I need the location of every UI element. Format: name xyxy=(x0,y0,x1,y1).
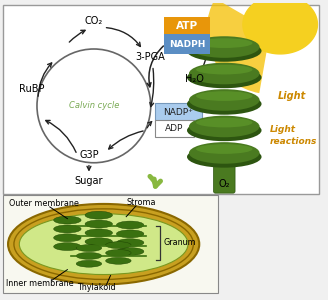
Ellipse shape xyxy=(187,93,261,115)
Ellipse shape xyxy=(106,257,131,264)
FancyBboxPatch shape xyxy=(3,195,218,293)
Ellipse shape xyxy=(76,260,102,267)
Text: Stroma: Stroma xyxy=(126,199,156,208)
Ellipse shape xyxy=(187,40,261,62)
Ellipse shape xyxy=(106,242,131,249)
Ellipse shape xyxy=(187,146,261,168)
Ellipse shape xyxy=(19,214,188,274)
FancyBboxPatch shape xyxy=(214,158,235,193)
Text: Outer membrane: Outer membrane xyxy=(9,200,78,208)
Ellipse shape xyxy=(54,225,81,233)
Ellipse shape xyxy=(76,253,102,259)
Ellipse shape xyxy=(189,89,259,111)
FancyBboxPatch shape xyxy=(3,5,319,194)
Text: 3-PGA: 3-PGA xyxy=(135,52,165,62)
Ellipse shape xyxy=(189,116,259,137)
FancyBboxPatch shape xyxy=(164,16,210,36)
Ellipse shape xyxy=(8,204,199,284)
FancyBboxPatch shape xyxy=(154,103,202,122)
Text: CO₂: CO₂ xyxy=(85,16,103,26)
Ellipse shape xyxy=(76,244,102,251)
FancyBboxPatch shape xyxy=(154,120,194,137)
Ellipse shape xyxy=(189,63,259,84)
FancyArrowPatch shape xyxy=(150,176,161,186)
Text: G3P: G3P xyxy=(79,150,99,160)
Ellipse shape xyxy=(189,36,259,58)
Ellipse shape xyxy=(196,91,253,101)
Ellipse shape xyxy=(196,118,253,128)
Text: NADPH: NADPH xyxy=(169,40,205,49)
Ellipse shape xyxy=(187,67,261,88)
Text: Granum: Granum xyxy=(163,238,196,247)
Text: Light
reactions: Light reactions xyxy=(269,125,317,146)
Text: H₂O: H₂O xyxy=(185,74,204,84)
Ellipse shape xyxy=(116,230,144,238)
Ellipse shape xyxy=(14,209,194,279)
Ellipse shape xyxy=(116,239,144,247)
Text: ADP: ADP xyxy=(165,124,183,133)
Text: Inner membrane: Inner membrane xyxy=(6,279,73,288)
Ellipse shape xyxy=(116,248,144,255)
Ellipse shape xyxy=(187,120,261,141)
Text: RuBP: RuBP xyxy=(19,84,45,94)
FancyBboxPatch shape xyxy=(164,34,210,54)
Text: Sugar: Sugar xyxy=(75,176,103,186)
Ellipse shape xyxy=(196,38,253,48)
Ellipse shape xyxy=(196,144,253,154)
Ellipse shape xyxy=(196,65,253,74)
Text: Light: Light xyxy=(278,91,306,101)
Ellipse shape xyxy=(54,216,81,224)
Ellipse shape xyxy=(106,250,131,256)
Wedge shape xyxy=(207,0,270,93)
Ellipse shape xyxy=(54,243,81,250)
Text: ATP: ATP xyxy=(176,21,198,32)
Ellipse shape xyxy=(85,220,113,228)
Text: NADP⁺: NADP⁺ xyxy=(163,108,193,117)
Ellipse shape xyxy=(85,229,113,237)
Text: Calvin cycle: Calvin cycle xyxy=(69,101,119,110)
Ellipse shape xyxy=(54,234,81,242)
Text: Thylakoid: Thylakoid xyxy=(77,283,116,292)
Ellipse shape xyxy=(116,221,144,229)
Ellipse shape xyxy=(85,211,113,219)
Polygon shape xyxy=(243,0,318,54)
Ellipse shape xyxy=(85,238,113,246)
Text: O₂: O₂ xyxy=(218,179,230,189)
Ellipse shape xyxy=(189,142,259,164)
